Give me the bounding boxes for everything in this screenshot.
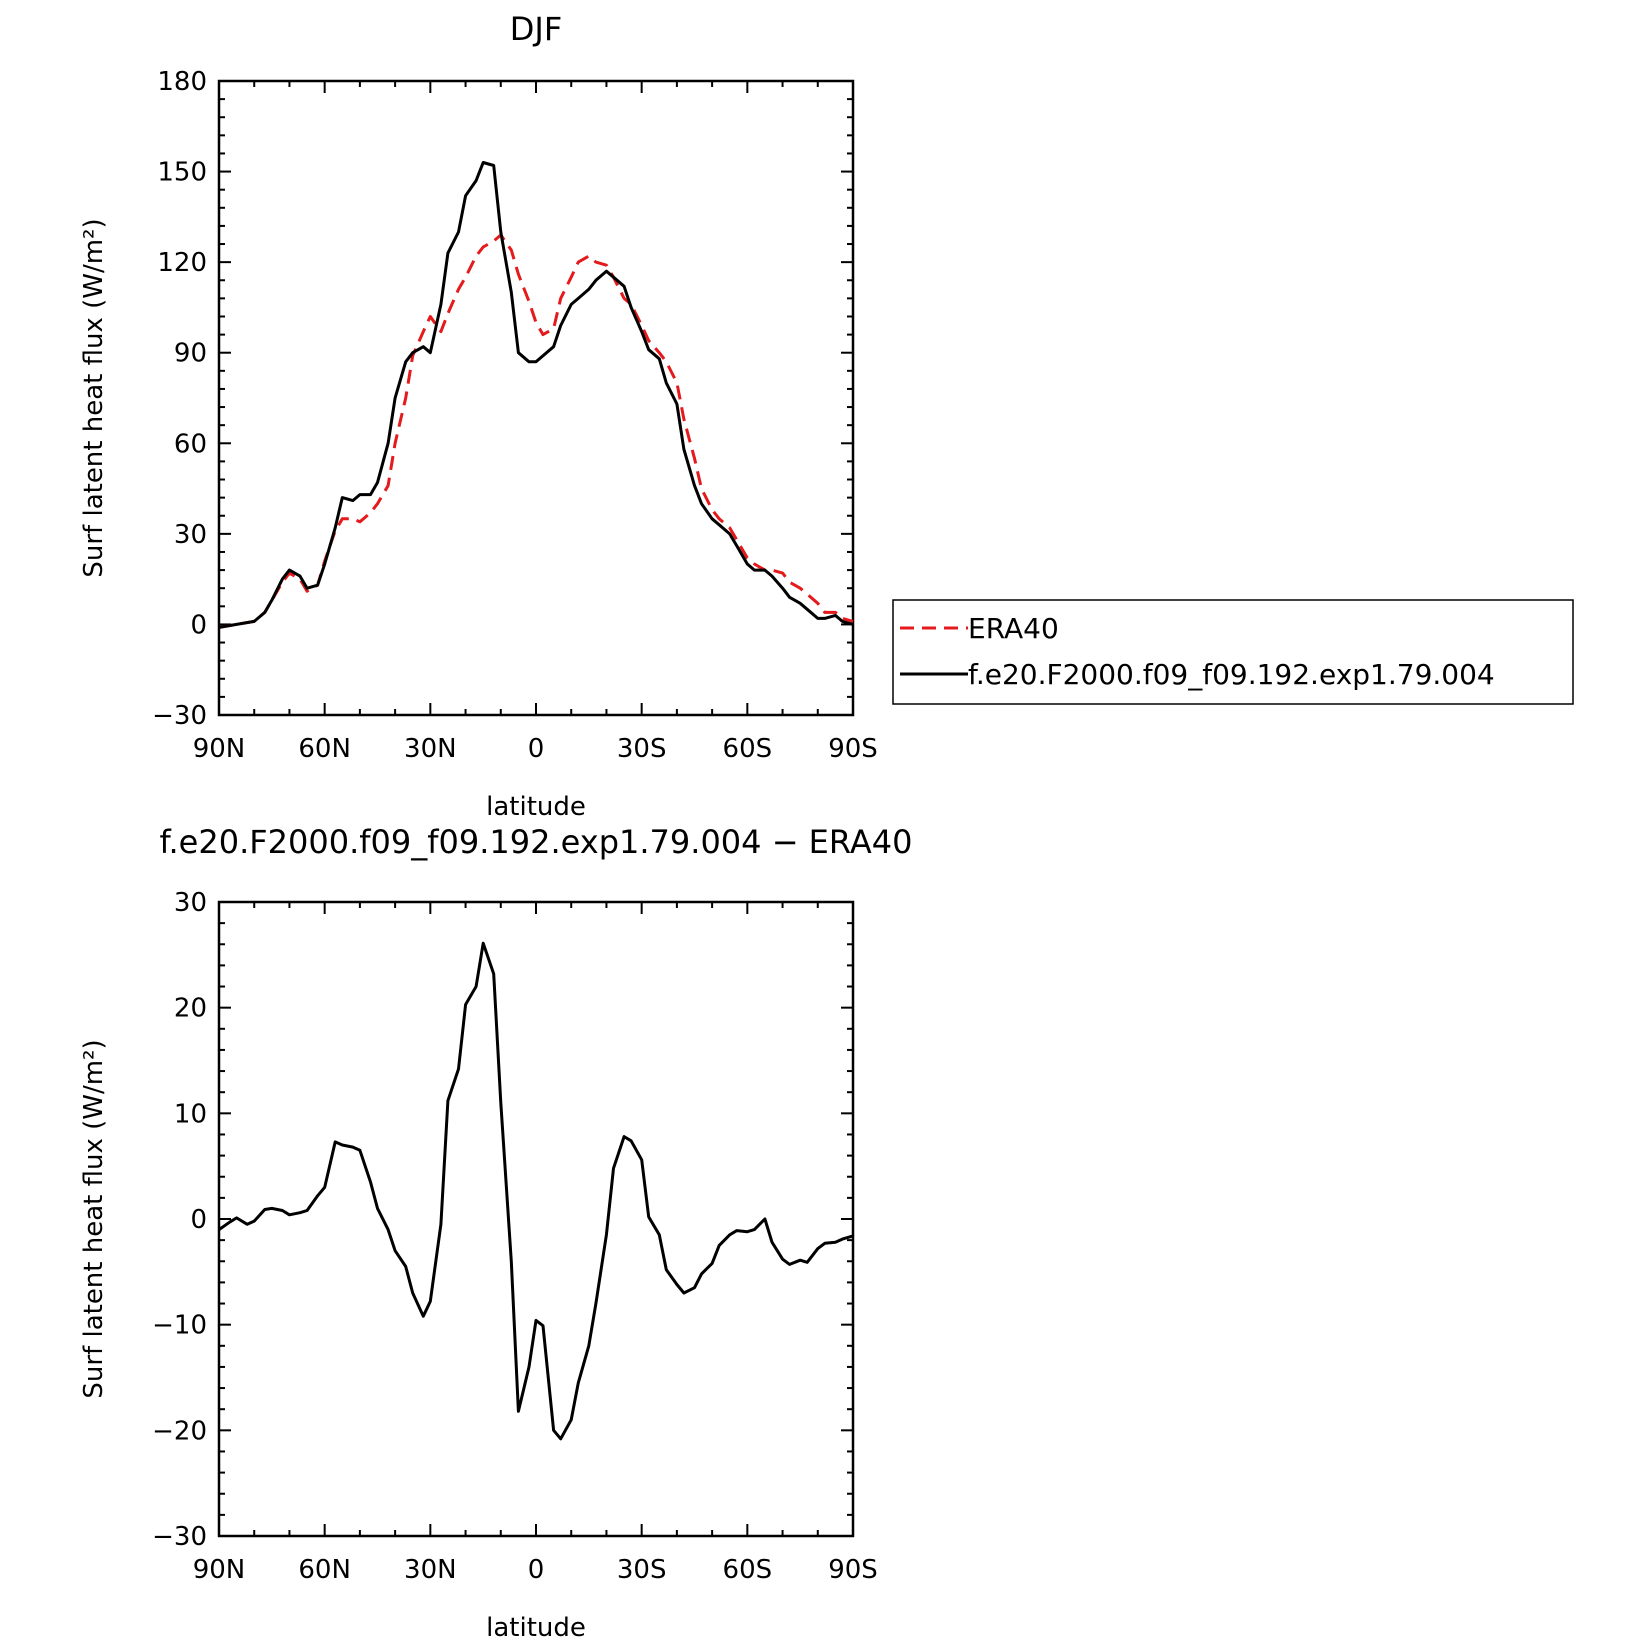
y-tick-label: −30: [152, 1522, 207, 1552]
bottom-series-group: [218, 941, 854, 1441]
bottom-x-tick-labels: 90N 60N 30N 0 30S 60S 90S: [193, 1555, 878, 1585]
legend-label-model: f.e20.F2000.f09_f09.192.exp1.79.004: [968, 658, 1495, 691]
top-tick-marks: [218, 80, 854, 716]
series-line-era40: [218, 233, 854, 629]
y-tick-label: 60: [174, 429, 207, 459]
top-x-tick-labels: 90N 60N 30N 0 30S 60S 90S: [193, 734, 878, 764]
y-tick-label: 0: [190, 1205, 207, 1235]
top-plot-frame: [217, 79, 855, 717]
series-line-difference: [218, 941, 854, 1441]
y-tick-label: −30: [152, 701, 207, 731]
top-x-axis-label: latitude: [486, 792, 586, 822]
x-tick-label: 90N: [193, 1555, 246, 1585]
top-chart-title: DJF: [510, 10, 562, 48]
top-series-group: [218, 161, 854, 629]
legend-box: [892, 599, 1574, 705]
x-tick-label: 90S: [828, 1555, 878, 1585]
x-tick-label: 30S: [617, 1555, 667, 1585]
y-tick-label: 150: [157, 158, 207, 188]
x-tick-label: 60N: [298, 1555, 351, 1585]
bottom-chart-title: f.e20.F2000.f09_f09.192.exp1.79.004 − ER…: [160, 823, 913, 861]
y-tick-label: 30: [174, 888, 207, 918]
top-y-tick-labels: −30 0 30 60 90 120 150 180: [152, 67, 207, 731]
x-tick-label: 60S: [723, 1555, 773, 1585]
x-tick-label: 90N: [193, 734, 246, 764]
x-tick-label: 30S: [617, 734, 667, 764]
x-tick-label: 60S: [723, 734, 773, 764]
legend: ERA40 f.e20.F2000.f09_f09.192.exp1.79.00…: [892, 599, 1574, 705]
y-tick-label: 0: [190, 610, 207, 640]
y-tick-label: −10: [152, 1311, 207, 1341]
y-tick-label: 10: [174, 1099, 207, 1129]
bottom-y-tick-labels: −30 −20 −10 0 10 20 30: [152, 888, 207, 1552]
y-tick-label: 30: [174, 520, 207, 550]
y-tick-label: 180: [157, 67, 207, 97]
series-line-f-e20-f2000-f09-f09-192-exp1-79-004: [218, 161, 854, 629]
x-tick-label: 60N: [298, 734, 351, 764]
x-tick-label: 30N: [404, 734, 457, 764]
legend-label-era40: ERA40: [968, 612, 1059, 645]
bottom-tick-marks: [218, 901, 854, 1537]
bottom-plot-frame: [217, 900, 855, 1538]
x-tick-label: 90S: [828, 734, 878, 764]
x-tick-label: 0: [528, 1555, 545, 1585]
y-tick-label: 90: [174, 339, 207, 369]
bottom-x-axis-label: latitude: [486, 1613, 586, 1641]
bottom-panel: f.e20.F2000.f09_f09.192.exp1.79.004 − ER…: [79, 823, 912, 1641]
top-panel: DJF −30 0 30 60 90 120 150 180 90N 60N 30N 0 30S 60S…: [79, 10, 878, 822]
y-tick-label: 20: [174, 994, 207, 1024]
bottom-y-axis-label: Surf latent heat flux (W/m²): [79, 1039, 109, 1398]
top-y-axis-label: Surf latent heat flux (W/m²): [79, 218, 109, 577]
x-tick-label: 30N: [404, 1555, 457, 1585]
y-tick-label: −20: [152, 1416, 207, 1446]
y-tick-label: 120: [157, 248, 207, 278]
x-tick-label: 0: [528, 734, 545, 764]
